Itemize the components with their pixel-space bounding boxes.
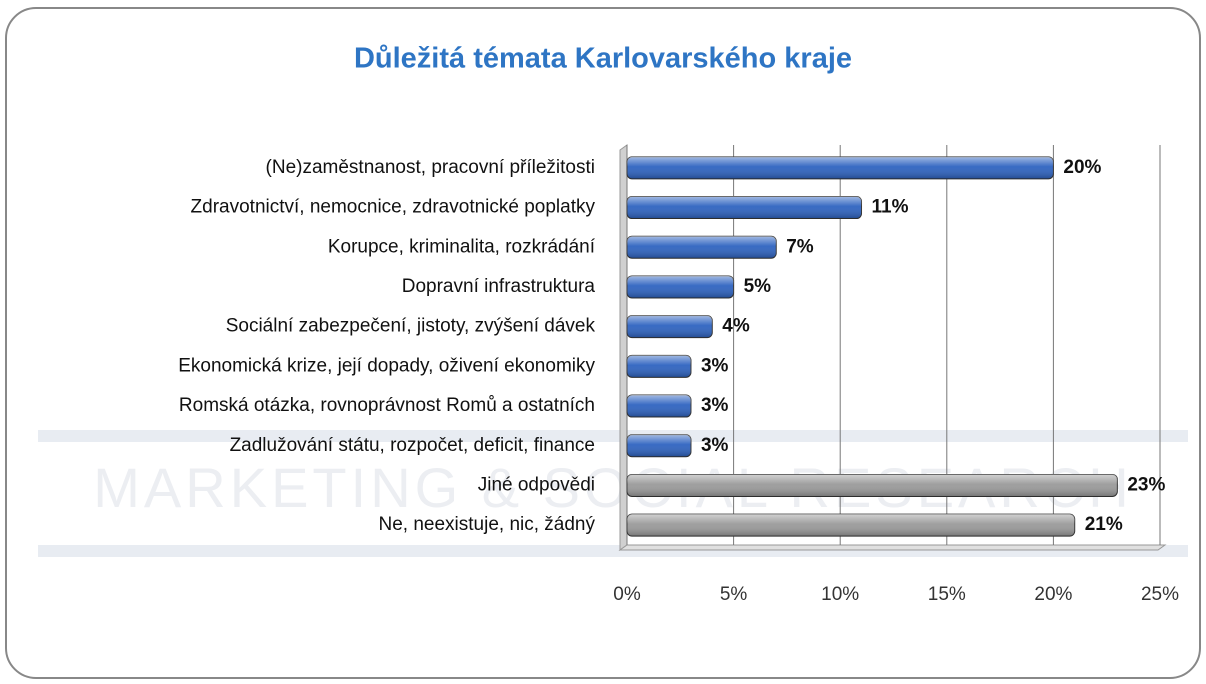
bar-shine [627, 514, 1075, 537]
bar-shine [627, 236, 777, 259]
data-label: 5% [744, 276, 772, 297]
data-label: 23% [1127, 474, 1165, 495]
y-tick-label: Ne, neexistuje, nic, žádný [378, 514, 595, 535]
x-tick-label: 10% [821, 584, 859, 605]
data-label: 4% [722, 316, 750, 337]
y-tick-label: Zdravotnictví, nemocnice, zdravotnické p… [191, 197, 596, 218]
frame [5, 7, 1201, 679]
bar-shine [627, 355, 691, 378]
data-label: 3% [701, 355, 729, 376]
bar-shine [627, 434, 691, 457]
bar-shine [627, 315, 713, 338]
y-tick-label: Ekonomická krize, její dopady, oživení e… [178, 355, 595, 376]
y-tick-label: Dopravní infrastruktura [402, 276, 596, 297]
data-label: 20% [1063, 157, 1101, 178]
y-tick-label: Jiné odpovědi [478, 474, 595, 495]
data-label: 21% [1085, 514, 1123, 535]
chart-title: Důležitá témata Karlovarského kraje [354, 43, 852, 75]
side-wall [619, 144, 628, 551]
bar-shine [627, 275, 734, 298]
data-label: 7% [786, 236, 814, 257]
bar-shine [627, 395, 691, 418]
y-tick-label: Zadlužování státu, rozpočet, deficit, fi… [230, 435, 595, 456]
x-tick-label: 5% [720, 584, 748, 605]
x-tick-label: 20% [1034, 584, 1072, 605]
floor [618, 544, 1167, 551]
bar-shine [627, 156, 1054, 179]
bar-shine [627, 196, 862, 219]
y-tick-label: Korupce, kriminalita, rozkrádání [328, 236, 596, 257]
data-label: 11% [872, 197, 909, 218]
y-tick-label: Romská otázka, rovnoprávnost Romů a osta… [179, 395, 595, 416]
bar-shine [627, 474, 1118, 497]
y-tick-label: (Ne)zaměstnanost, pracovní příležitosti [266, 157, 595, 178]
watermark-band [38, 430, 1188, 442]
x-tick-label: 15% [928, 584, 966, 605]
data-label: 3% [701, 395, 729, 416]
x-tick-label: 0% [613, 584, 641, 605]
y-tick-label: Sociální zabezpečení, jistoty, zvýšení d… [226, 316, 596, 337]
data-label: 3% [701, 435, 729, 456]
x-tick-label: 25% [1141, 584, 1179, 605]
